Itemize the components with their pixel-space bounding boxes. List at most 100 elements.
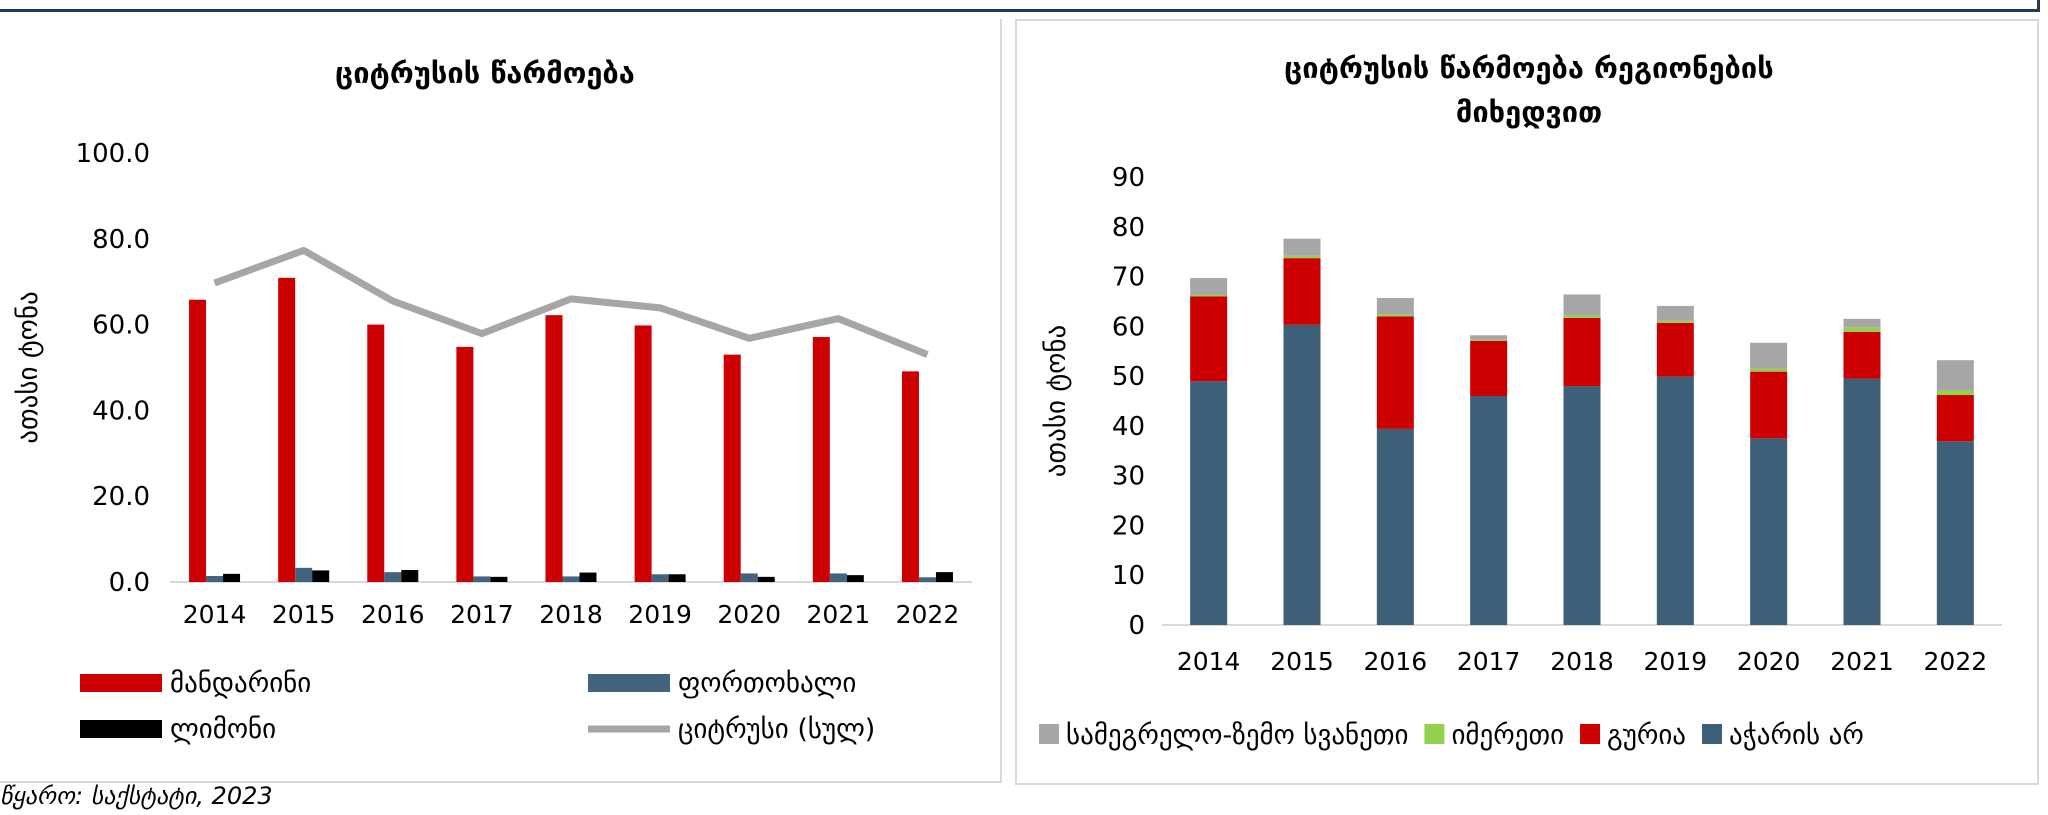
bar-სამეგრელო-ზემო სვანეთი-2022 xyxy=(1936,360,1974,391)
bar-ლიმონი-2020 xyxy=(757,576,775,582)
bar-მანდარინი-2019 xyxy=(634,325,652,582)
chart-title: ციტრუსის წარმოება რეგიონების xyxy=(1284,51,1773,85)
x-tick-label: 2020 xyxy=(1737,647,1801,676)
y-tick-label: 40.0 xyxy=(92,396,150,426)
bar-ლიმონი-2022 xyxy=(935,572,953,582)
bar-აჭარის არ-2017 xyxy=(1470,396,1508,625)
y-tick-label: 20 xyxy=(1112,511,1145,541)
bar-აჭარის არ-2021 xyxy=(1843,378,1881,625)
y-tick-label: 40 xyxy=(1112,412,1145,442)
x-tick-label: 2020 xyxy=(717,600,781,629)
legend-label: აჭარის არ xyxy=(1729,720,1864,751)
y-tick-label: 0.0 xyxy=(109,568,150,598)
bar-ფორთოხალი-2015 xyxy=(295,567,313,582)
bar-აჭარის არ-2016 xyxy=(1376,428,1414,625)
legend-label: ციტრუსი (სულ) xyxy=(678,714,875,745)
y-axis-title: ათასი ტონა xyxy=(1041,325,1072,477)
bar-იმერეთი-2016 xyxy=(1376,314,1414,317)
bar-გურია-2020 xyxy=(1750,371,1788,439)
bar-მანდარინი-2022 xyxy=(901,371,919,582)
bar-სამეგრელო-ზემო სვანეთი-2014 xyxy=(1190,278,1228,295)
chart-title: მიხედვით xyxy=(1456,95,1602,129)
bar-ფორთოხალი-2022 xyxy=(918,577,936,582)
x-tick-label: 2017 xyxy=(450,600,514,629)
legend-label: ფორთოხალი xyxy=(678,668,856,699)
x-tick-label: 2014 xyxy=(1177,647,1241,676)
bar-იმერეთი-2021 xyxy=(1843,327,1881,332)
x-tick-label: 2018 xyxy=(1550,647,1614,676)
legend-swatch-მანდარინი xyxy=(80,674,162,692)
bar-ფორთოხალი-2019 xyxy=(651,574,669,582)
y-tick-label: 50 xyxy=(1112,362,1145,392)
x-tick-label: 2016 xyxy=(361,600,425,629)
bar-აჭარის არ-2018 xyxy=(1563,386,1601,625)
legend-label: სამეგრელო-ზემო სვანეთი xyxy=(1066,720,1408,751)
legend-label: ლიმონი xyxy=(170,714,276,745)
bar-მანდარინი-2016 xyxy=(367,324,385,582)
x-tick-label: 2021 xyxy=(807,600,871,629)
bar-იმერეთი-2020 xyxy=(1750,368,1788,372)
citrus-production-chart: ციტრუსის წარმოება 0.0 20.0 40.0 60.0 80.0 100.… xyxy=(13,56,972,745)
bar-აჭარის არ-2015 xyxy=(1283,324,1321,625)
legend-swatch-სამეგრელო-ზემო სვანეთი xyxy=(1039,724,1059,744)
y-tick-label: 10 xyxy=(1112,561,1145,591)
x-tick-label: 2019 xyxy=(1644,647,1708,676)
bar-სამეგრელო-ზემო სვანეთი-2021 xyxy=(1843,318,1881,328)
legend-swatch-ლიმონი xyxy=(80,720,162,738)
bar-გურია-2021 xyxy=(1843,331,1881,379)
bar-სამეგრელო-ზემო სვანეთი-2018 xyxy=(1563,294,1601,316)
y-tick-label: 90 xyxy=(1112,163,1145,193)
bar-იმერეთი-2017 xyxy=(1470,339,1508,341)
bar-მანდარინი-2021 xyxy=(812,337,830,582)
y-tick-label: 30 xyxy=(1112,462,1145,492)
chart-panel-production: ციტრუსის წარმოება 0.0 20.0 40.0 60.0 80.0 100.… xyxy=(0,19,1002,783)
bar-მანდარინი-2014 xyxy=(189,299,207,582)
legend-swatch-აჭარის არ xyxy=(1702,724,1723,744)
legend-swatch-ფორთოხალი xyxy=(588,674,670,692)
y-tick-label: 80.0 xyxy=(92,225,150,255)
x-tick-label: 2021 xyxy=(1830,647,1894,676)
bar-ფორთოხალი-2020 xyxy=(740,573,758,582)
bar-ფორთოხალი-2017 xyxy=(473,576,491,582)
bar-მანდარინი-2015 xyxy=(278,277,296,582)
y-axis-title: ათასი ტონა xyxy=(13,291,44,443)
legend-label: გურია xyxy=(1607,720,1686,751)
y-tick-label: 0 xyxy=(1128,611,1145,641)
bar-გურია-2018 xyxy=(1563,317,1601,387)
x-tick-label: 2015 xyxy=(1270,647,1334,676)
x-tick-label: 2014 xyxy=(183,600,247,629)
bar-ფორთოხალი-2016 xyxy=(384,572,402,582)
bar-იმერეთი-2022 xyxy=(1936,390,1974,396)
bar-მანდარინი-2020 xyxy=(723,354,741,582)
chart-panel-regions: ციტრუსის წარმოება რეგიონების მიხედვით 0 10 2… xyxy=(1015,19,2039,785)
bar-იმერეთი-2014 xyxy=(1190,294,1228,297)
bar-ლიმონი-2014 xyxy=(223,573,241,582)
x-tick-label: 2022 xyxy=(896,600,960,629)
y-tick-label: 20.0 xyxy=(92,482,150,512)
bar-ლიმონი-2021 xyxy=(846,575,864,582)
y-tick-label: 80 xyxy=(1112,213,1145,243)
bar-სამეგრელო-ზემო სვანეთი-2020 xyxy=(1750,342,1788,369)
bar-იმერეთი-2015 xyxy=(1283,255,1321,259)
bar-გურია-2014 xyxy=(1190,296,1228,382)
bar-იმერეთი-2019 xyxy=(1656,320,1694,323)
x-tick-label: 2018 xyxy=(539,600,603,629)
top-rule xyxy=(0,0,2040,12)
bar-ლიმონი-2019 xyxy=(668,574,686,582)
bar-გურია-2019 xyxy=(1656,322,1694,377)
bar-ფორთოხალი-2018 xyxy=(562,576,580,582)
y-tick-label: 60.0 xyxy=(92,311,150,341)
bar-გურია-2015 xyxy=(1283,258,1321,325)
bar-მანდარინი-2017 xyxy=(456,346,474,582)
bar-ფორთოხალი-2021 xyxy=(829,573,847,582)
y-tick-label: 70 xyxy=(1112,263,1145,293)
bar-ლიმონი-2016 xyxy=(401,569,419,582)
bar-სამეგრელო-ზემო სვანეთი-2015 xyxy=(1283,238,1321,256)
y-tick-label: 60 xyxy=(1112,312,1145,342)
x-tick-label: 2017 xyxy=(1457,647,1521,676)
bar-იმერეთი-2018 xyxy=(1563,315,1601,318)
bar-ლიმონი-2015 xyxy=(312,570,330,582)
legend-label: მანდარინი xyxy=(170,668,311,699)
x-tick-label: 2022 xyxy=(1924,647,1988,676)
x-tick-label: 2015 xyxy=(272,600,336,629)
